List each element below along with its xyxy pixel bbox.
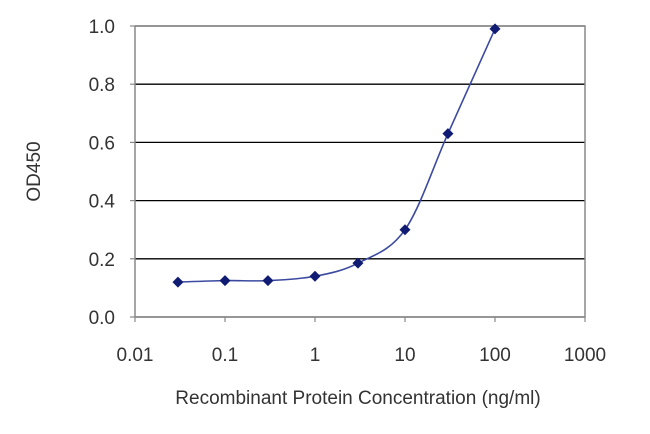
data-point [219,275,231,287]
y-tick-label: 0.4 [89,192,116,213]
x-tick-label: 0.01 [117,345,154,366]
x-tick-labels: 0.01 0.1 1 10 100 1000 [117,317,606,366]
data-point [489,23,501,35]
y-tick-label: 0.8 [89,75,115,96]
y-tick-label: 1.0 [89,17,115,38]
y-axis-label: OD450 [24,141,45,201]
data-point [262,275,274,287]
x-tick-label: 100 [479,345,511,366]
x-tick-label: 10 [394,345,415,366]
x-axis-label: Recombinant Protein Concentration (ng/ml… [175,388,540,409]
y-tick-labels: 0.0 0.2 0.4 0.6 0.8 1.0 [89,17,135,329]
y-tick-label: 0.2 [89,250,115,271]
series-line [177,28,496,283]
y-tick-label: 0.6 [89,133,115,154]
data-point [399,224,411,236]
data-point [309,270,321,282]
series-markers [172,23,501,288]
data-point [172,276,184,288]
data-point [352,257,364,269]
x-tick-label: 1 [310,345,321,366]
x-tick-label: 0.1 [212,345,238,366]
data-point [442,128,454,140]
x-tick-label: 1000 [564,345,606,366]
y-tick-label: 0.0 [89,308,115,329]
gridlines [135,25,585,318]
plot-area-frame [134,25,586,318]
